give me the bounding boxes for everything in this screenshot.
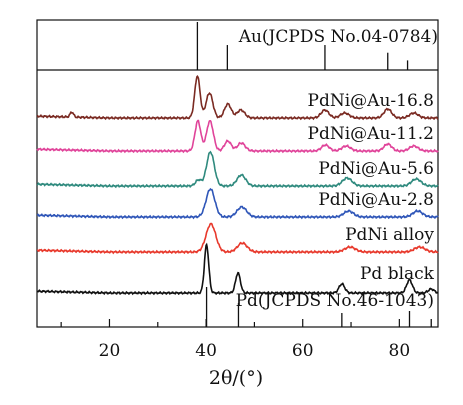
series-label: PdNi alloy xyxy=(345,225,434,245)
reference-pd-panel: Pd(JCPDS No.46-1043) xyxy=(205,287,434,327)
series-label: PdNi@Au-11.2 xyxy=(308,124,434,144)
reference-au-label: Au(JCPDS No.04-0784) xyxy=(238,27,438,47)
x-tick-label: 80 xyxy=(389,341,411,361)
series-line xyxy=(36,242,438,296)
x-tick-label: 40 xyxy=(195,341,217,361)
series-group: PdNi@Au-16.8 PdNi@Au-11.2 PdNi@Au-5.6 PdNi@… xyxy=(36,74,439,296)
series-line xyxy=(36,74,439,121)
series-line xyxy=(36,150,439,189)
series-line xyxy=(36,187,439,220)
reference-au-panel: Au(JCPDS No.04-0784) xyxy=(196,22,438,70)
x-tick-label: 20 xyxy=(99,341,121,361)
series-label: PdNi@Au-2.8 xyxy=(318,190,434,210)
plot-frame xyxy=(36,19,439,328)
reference-pd-label: Pd(JCPDS No.46-1043) xyxy=(236,291,434,311)
series-line xyxy=(36,119,439,154)
x-axis-title: 2θ/(°) xyxy=(209,367,263,389)
series-line xyxy=(37,222,439,255)
x-tick-label: 60 xyxy=(292,341,314,361)
x-ticks: 20 40 60 80 xyxy=(60,319,411,361)
series-label: PdNi@Au-5.6 xyxy=(318,159,434,179)
series-label: Pd black xyxy=(360,264,435,284)
axes xyxy=(36,19,439,328)
series-label: PdNi@Au-16.8 xyxy=(308,91,434,111)
